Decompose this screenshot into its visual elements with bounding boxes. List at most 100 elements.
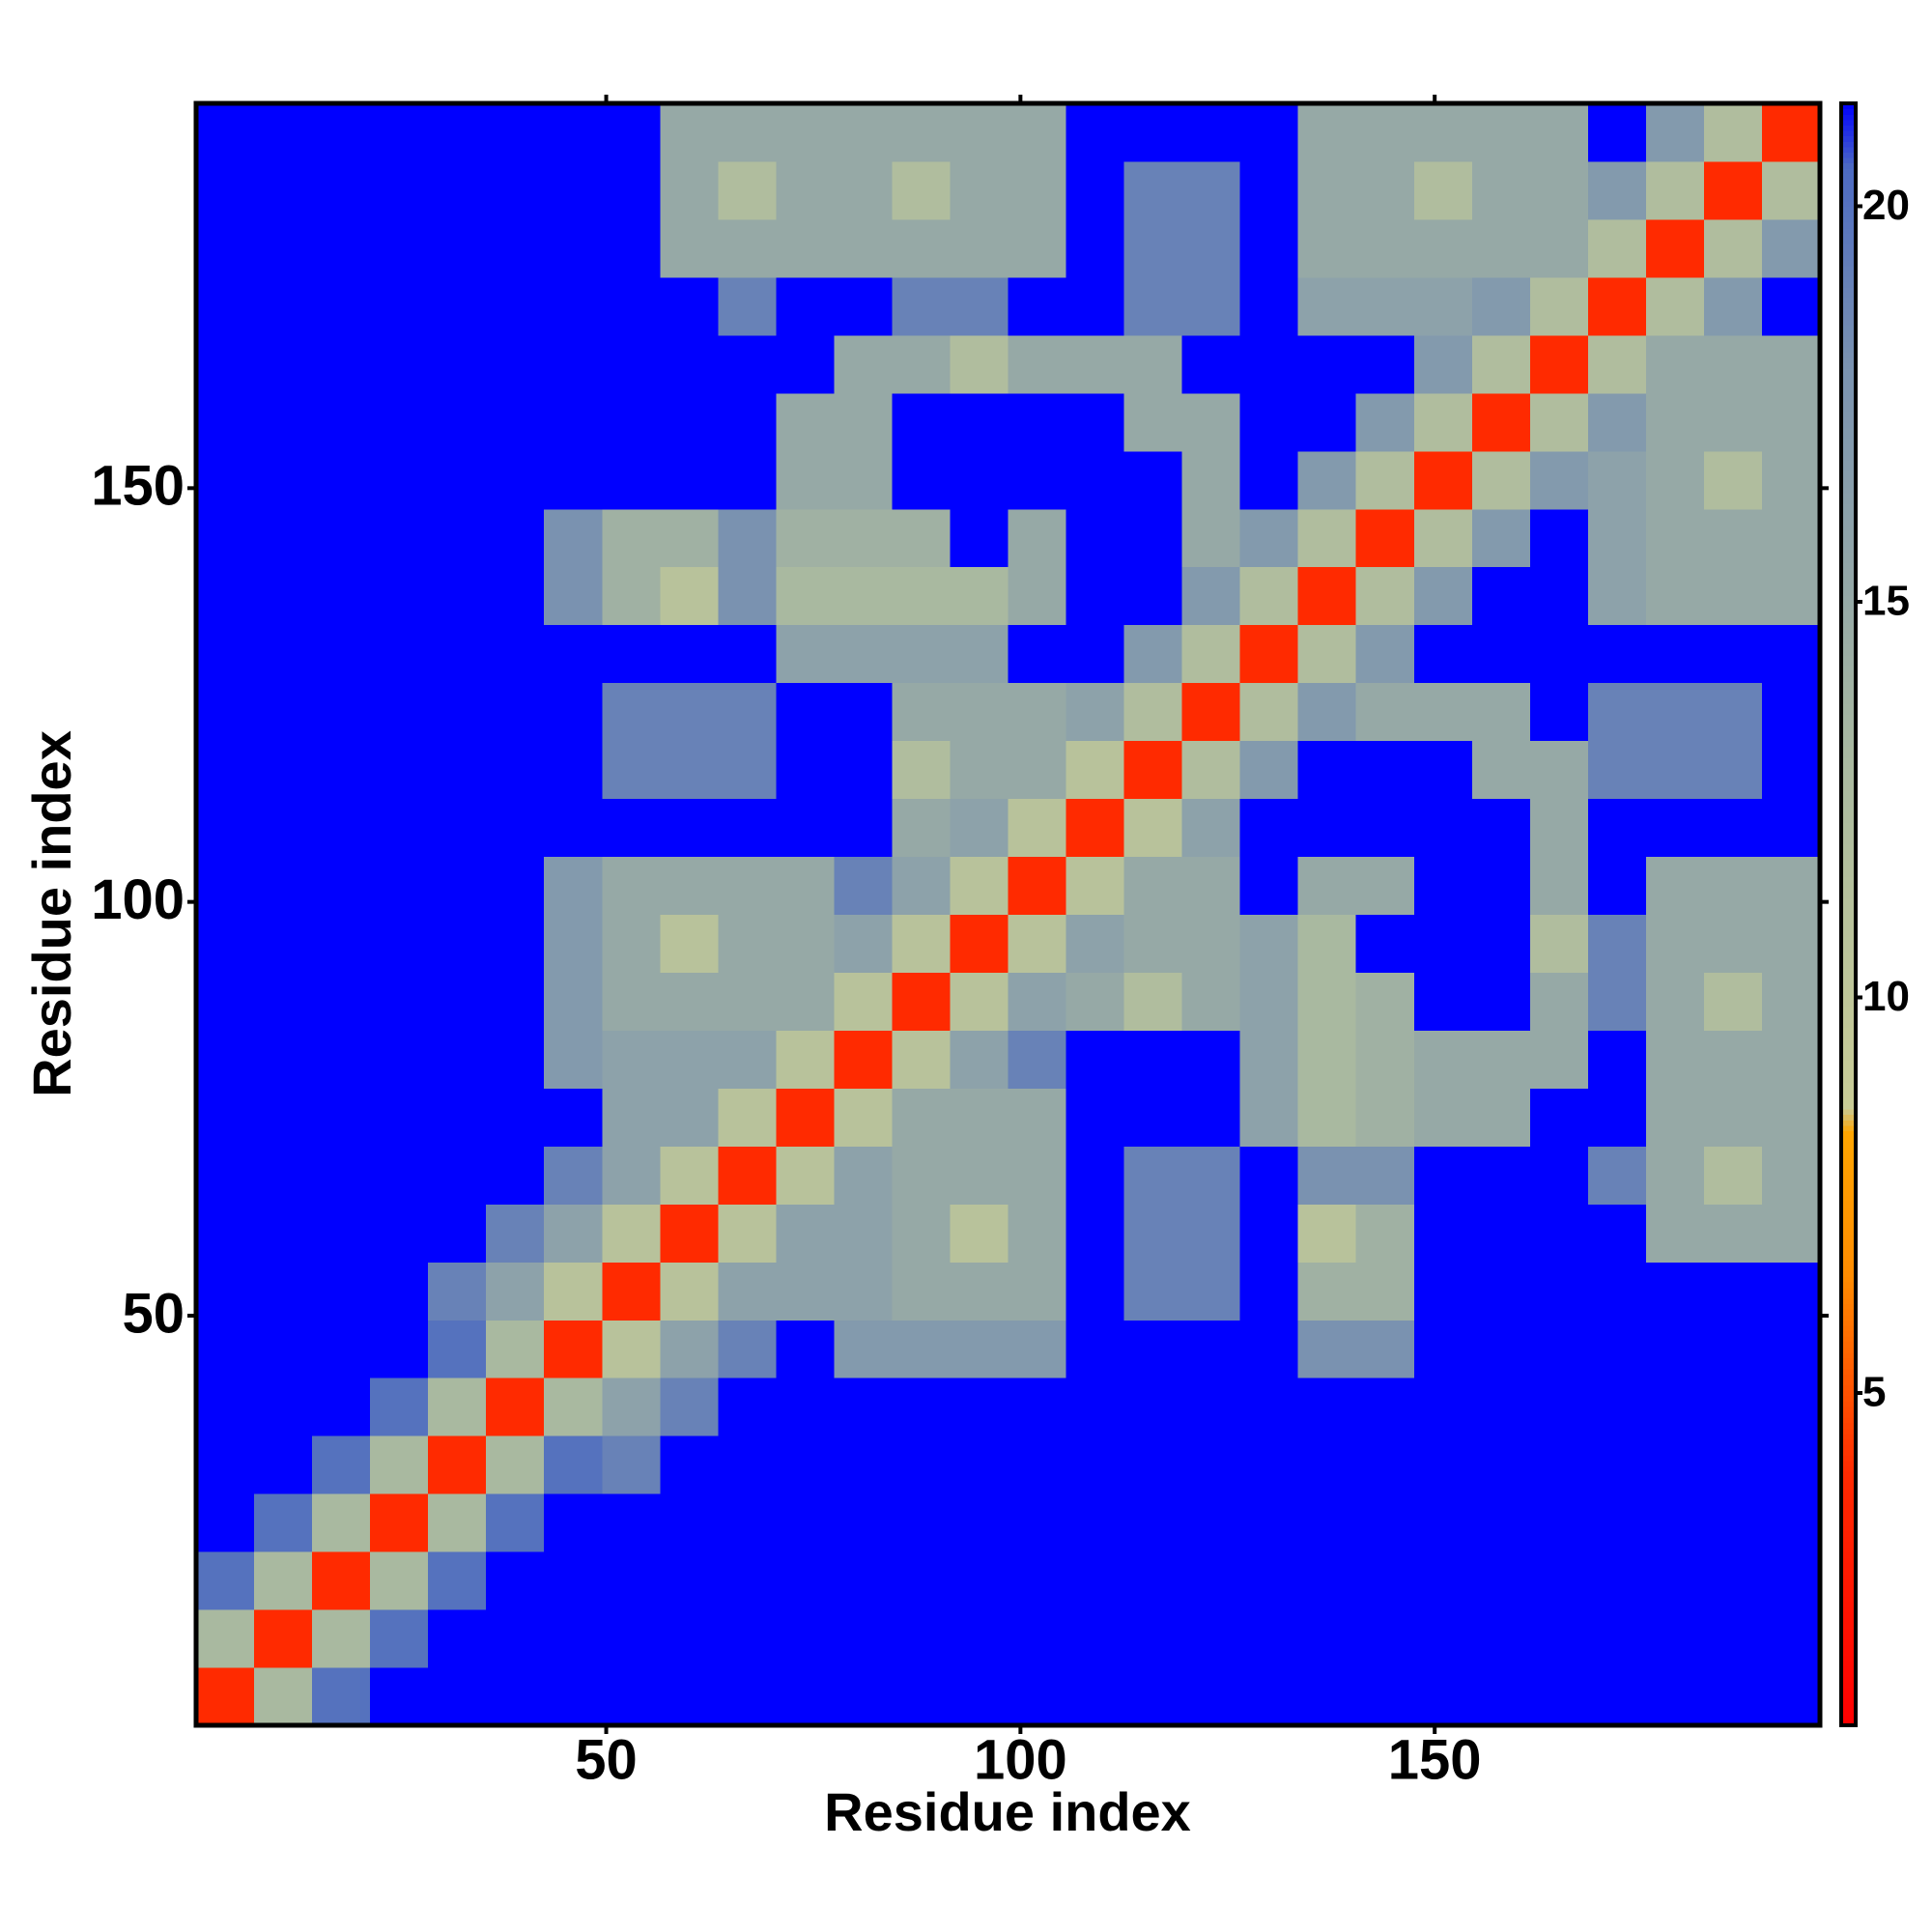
heatmap-cell xyxy=(1587,1204,1647,1263)
heatmap-cell xyxy=(1008,334,1067,394)
colorbar-slice xyxy=(1841,352,1856,358)
heatmap-cell xyxy=(196,1435,255,1494)
heatmap-cell xyxy=(1123,1493,1183,1552)
colorbar-slice xyxy=(1841,1060,1856,1066)
heatmap-cell xyxy=(1297,160,1357,220)
heatmap-cell xyxy=(1355,682,1415,742)
heatmap-cell xyxy=(776,566,835,626)
heatmap-cell xyxy=(1065,1030,1125,1089)
heatmap-cell xyxy=(1645,392,1705,452)
heatmap-cell xyxy=(776,276,835,336)
heatmap-cell xyxy=(1239,798,1299,858)
colorbar-slice xyxy=(1841,1130,1856,1137)
colorbar-slice xyxy=(1841,908,1856,916)
colorbar-slice xyxy=(1841,1605,1856,1613)
heatmap-cell xyxy=(254,1030,313,1089)
heatmap-cell xyxy=(1181,1320,1241,1378)
heatmap-cell xyxy=(892,1262,951,1321)
heatmap-cell xyxy=(1587,1551,1647,1610)
colorbar-slice xyxy=(1841,1411,1856,1418)
heatmap-cell xyxy=(1008,218,1067,278)
heatmap-cell xyxy=(1065,1320,1125,1378)
heatmap-cell xyxy=(1239,508,1299,568)
heatmap-cell xyxy=(544,682,603,742)
colorbar-slice xyxy=(1841,600,1856,608)
heatmap-cell xyxy=(1761,1551,1821,1610)
heatmap-cell xyxy=(1471,682,1531,742)
heatmap-cell xyxy=(370,1378,429,1436)
colorbar-slice xyxy=(1841,341,1856,348)
heatmap-cell xyxy=(1703,103,1763,162)
heatmap-cell xyxy=(1297,972,1357,1031)
heatmap-cell xyxy=(370,682,429,742)
heatmap-cell xyxy=(1529,1667,1589,1726)
heatmap-cell xyxy=(1297,1609,1357,1668)
colorbar-slice xyxy=(1841,449,1856,456)
heatmap-cell xyxy=(892,450,951,510)
heatmap-cell xyxy=(834,566,893,626)
heatmap-cell xyxy=(544,392,603,452)
heatmap-cell xyxy=(370,160,429,220)
heatmap-cell xyxy=(1065,1088,1125,1147)
colorbar-slice xyxy=(1841,1135,1856,1143)
heatmap-cell xyxy=(486,1551,545,1610)
heatmap-cell xyxy=(428,508,487,568)
colorbar-slice xyxy=(1841,935,1856,943)
heatmap-cell xyxy=(1471,566,1531,626)
heatmap-cell xyxy=(1645,972,1705,1031)
heatmap-cell xyxy=(1181,566,1241,626)
heatmap-cell xyxy=(834,160,893,220)
heatmap-cell xyxy=(1008,1435,1067,1494)
heatmap-cell xyxy=(1355,1088,1415,1147)
heatmap-cell xyxy=(486,1667,545,1726)
heatmap-cell xyxy=(602,103,661,162)
heatmap-cell xyxy=(660,1146,719,1205)
heatmap-cell xyxy=(1297,1378,1357,1436)
heatmap-cell xyxy=(1761,682,1821,742)
heatmap-cell xyxy=(1065,740,1125,800)
heatmap-cell xyxy=(1645,1667,1705,1726)
colorbar-slice xyxy=(1841,216,1856,223)
colorbar-slice xyxy=(1841,1665,1856,1672)
colorbar-slice xyxy=(1841,416,1856,423)
colorbar-slice xyxy=(1841,1536,1856,1543)
heatmap-cell xyxy=(1471,972,1531,1031)
colorbar-slice xyxy=(1841,735,1856,743)
heatmap-cell xyxy=(1123,1146,1183,1205)
heatmap-cell xyxy=(1239,914,1299,973)
heatmap-cell xyxy=(1587,1493,1647,1552)
heatmap-cell xyxy=(312,508,371,568)
heatmap-cell xyxy=(1355,1667,1415,1726)
y-tick-label: 100 xyxy=(91,868,185,931)
heatmap-cell xyxy=(1355,1551,1415,1610)
colorbar-slice xyxy=(1841,1455,1856,1462)
heatmap-cell xyxy=(892,1320,951,1378)
heatmap-cell xyxy=(428,1320,487,1378)
heatmap-cell xyxy=(660,566,719,626)
heatmap-cell xyxy=(1181,276,1241,336)
colorbar-slice xyxy=(1841,1541,1856,1548)
colorbar-slice xyxy=(1841,1255,1856,1262)
heatmap-cell xyxy=(1239,856,1299,915)
heatmap-cell xyxy=(660,508,719,568)
heatmap-cell xyxy=(834,508,893,568)
colorbar-slice xyxy=(1841,1195,1856,1202)
colorbar-slice xyxy=(1841,887,1856,894)
heatmap-cell xyxy=(428,1030,487,1089)
heatmap-cell xyxy=(1761,566,1821,626)
heatmap-cell xyxy=(1645,1088,1705,1147)
heatmap-cell xyxy=(1471,1262,1531,1321)
colorbar-slice xyxy=(1841,476,1856,483)
heatmap-cell xyxy=(1413,103,1473,162)
colorbar-slice xyxy=(1841,1497,1856,1505)
heatmap-cell xyxy=(544,1030,603,1089)
heatmap-cell xyxy=(1471,160,1531,220)
heatmap-cell xyxy=(312,450,371,510)
colorbar-slice xyxy=(1841,984,1856,991)
heatmap-cell xyxy=(1761,856,1821,915)
heatmap-cell xyxy=(1008,1378,1067,1436)
colorbar-slice xyxy=(1841,460,1856,467)
heatmap-cell xyxy=(1761,392,1821,452)
heatmap-cell xyxy=(196,682,255,742)
heatmap-cell xyxy=(312,624,371,684)
